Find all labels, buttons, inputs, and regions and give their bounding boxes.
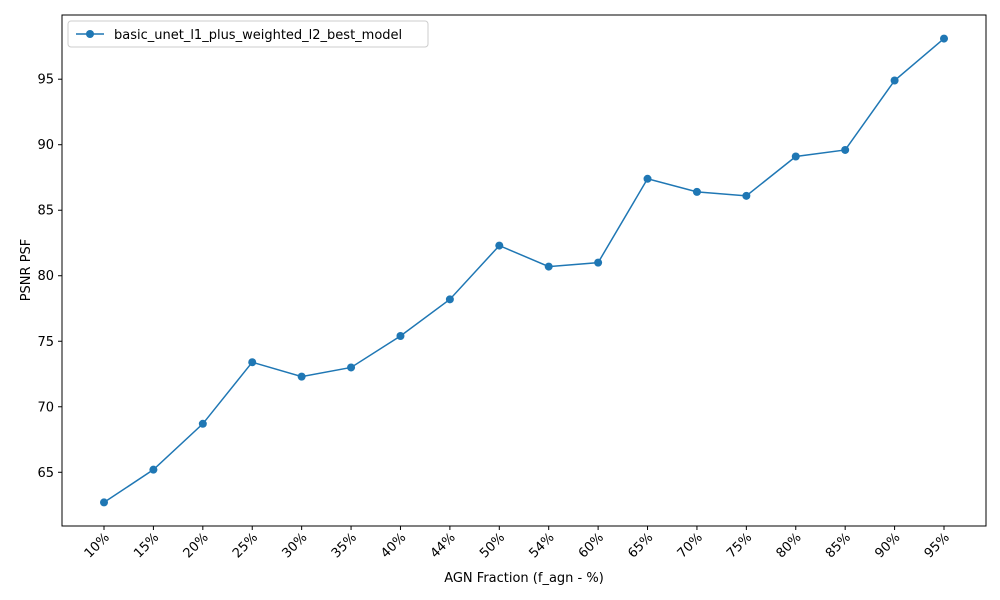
y-tick-label: 95 — [37, 73, 54, 88]
y-axis: 65 70 75 80 85 90 95 — [37, 73, 62, 481]
x-tick-label: 40% — [378, 530, 409, 561]
data-point — [198, 419, 207, 428]
data-point — [841, 145, 850, 154]
x-tick-label: 70% — [675, 530, 706, 561]
data-point — [445, 295, 454, 304]
plot-frame — [61, 14, 987, 527]
legend-series-name: basic_unet_l1_plus_weighted_l2_best_mode… — [114, 28, 402, 43]
x-tick-label: 54% — [526, 530, 557, 561]
y-tick-label: 70 — [37, 400, 54, 415]
data-point — [495, 241, 504, 250]
series-layer — [100, 34, 948, 507]
y-tick-label: 90 — [37, 138, 54, 153]
data-point — [100, 498, 108, 507]
data-point — [297, 372, 306, 381]
x-tick-label: 35% — [329, 530, 360, 561]
x-tick-label: 15% — [131, 530, 162, 561]
x-tick-label: 75% — [724, 530, 755, 561]
x-tick-label: 10% — [82, 530, 113, 561]
legend: basic_unet_l1_plus_weighted_l2_best_mode… — [67, 20, 429, 48]
data-point — [643, 174, 652, 183]
data-point — [396, 332, 405, 341]
plot-background — [62, 15, 986, 526]
data-point — [544, 262, 553, 271]
x-tick-label: 30% — [279, 530, 310, 561]
series-line — [103, 38, 945, 504]
x-tick-label: 85% — [823, 530, 854, 561]
data-point — [347, 363, 356, 372]
x-tick-label: 95% — [922, 530, 953, 561]
data-point — [791, 152, 800, 161]
x-tick-label: 90% — [872, 530, 903, 561]
x-tick-label: 25% — [230, 530, 261, 561]
legend-marker — [86, 30, 94, 38]
x-tick-label: 65% — [625, 530, 656, 561]
data-point — [940, 34, 948, 43]
data-point — [149, 465, 158, 474]
x-tick-label: 44% — [428, 530, 459, 561]
y-tick-label: 75 — [37, 335, 54, 350]
x-axis-label: AGN Fraction (f_agn - %) — [444, 571, 604, 586]
data-point — [248, 358, 257, 367]
x-tick-label: 50% — [477, 530, 508, 561]
x-tick-label: 20% — [181, 530, 212, 561]
legend-box — [67, 20, 429, 48]
x-tick-label: 60% — [576, 530, 607, 561]
y-tick-label: 80 — [37, 269, 54, 284]
y-tick-label: 85 — [37, 204, 54, 219]
x-axis: 10% 15% 20% 25% 30% 35% 40% 44% 50% 54% 60% 65% 70% 7… — [82, 526, 953, 561]
data-point — [692, 187, 701, 196]
y-axis-label: PSNR PSF — [19, 239, 34, 302]
y-tick-label: 65 — [37, 466, 54, 481]
data-point — [890, 76, 899, 85]
data-point — [594, 258, 603, 267]
x-tick-label: 80% — [774, 530, 805, 561]
data-point — [742, 191, 751, 200]
